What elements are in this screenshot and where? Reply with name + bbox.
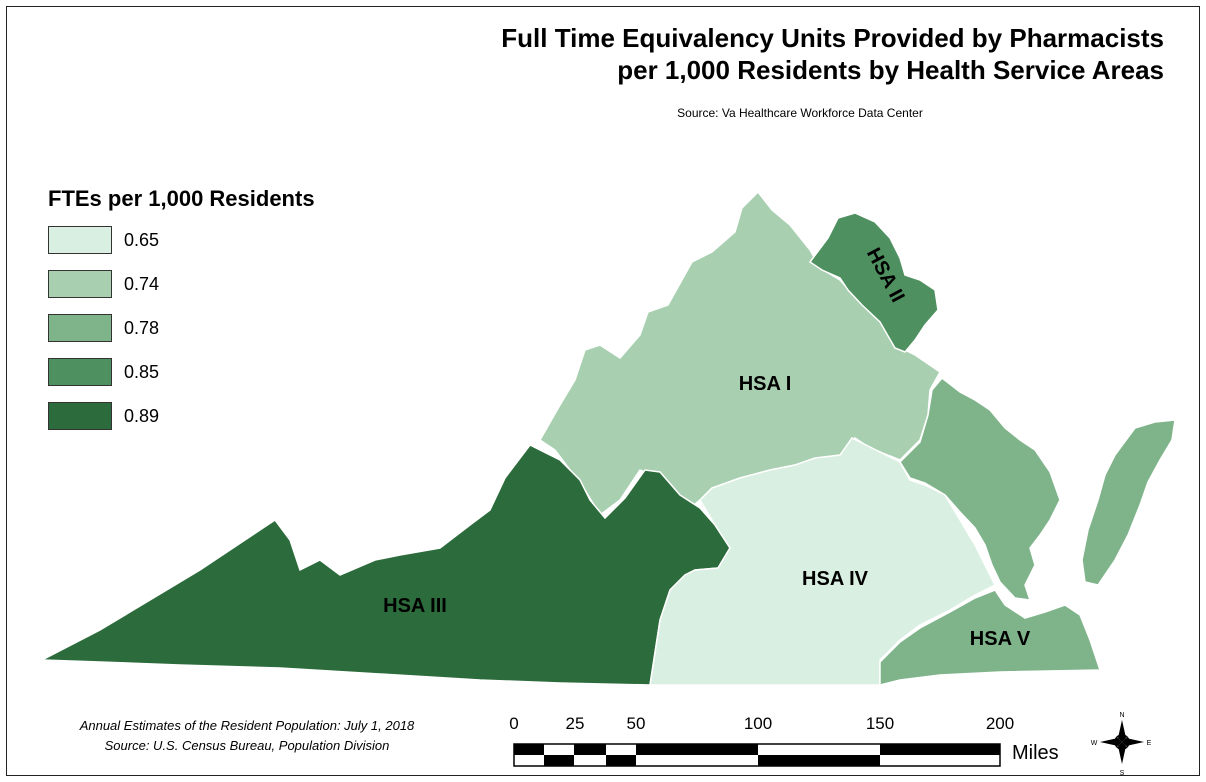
- legend-label: 0.74: [124, 274, 160, 294]
- label-hsa-v: HSA V: [970, 628, 1031, 650]
- legend-swatch: [48, 270, 112, 298]
- label-hsa-iv: HSA IV: [802, 568, 869, 590]
- footnote-line-1: Annual Estimates of the Resident Populat…: [79, 718, 415, 733]
- region-hsa-ii[interactable]: [808, 212, 939, 353]
- legend-swatch: [48, 314, 112, 342]
- legend-swatch: [48, 402, 112, 430]
- label-hsa-i: HSA I: [739, 373, 792, 395]
- population-footnote: Annual Estimates of the Resident Populat…: [12, 716, 482, 756]
- legend-label: 0.89: [124, 406, 160, 426]
- compass-icon: N S E W: [1091, 712, 1152, 777]
- footnote-line-2: Source: U.S. Census Bureau, Population D…: [104, 738, 390, 753]
- scale-bar: [513, 743, 1001, 767]
- legend-label: 0.78: [124, 318, 160, 338]
- legend-item: 0.65: [48, 226, 248, 256]
- legend-item: 0.85: [48, 358, 248, 388]
- region-hsa-v-eastern-shore[interactable]: [1081, 419, 1176, 586]
- label-hsa-iii: HSA III: [383, 595, 447, 617]
- scale-tick-label: 150: [865, 714, 895, 733]
- scale-tick-label: 200: [985, 714, 1015, 733]
- map-frame: [6, 6, 1200, 776]
- legend-label: 0.65: [124, 230, 160, 250]
- legend-item: 0.74: [48, 270, 248, 300]
- legend-label: 0.85: [124, 362, 160, 382]
- svg-text:N: N: [1119, 712, 1124, 719]
- title-line-2: per 1,000 Residents by Health Service Ar…: [617, 55, 1164, 85]
- region-hsa-iv[interactable]: [649, 437, 997, 686]
- legend-swatch: [48, 358, 112, 386]
- scale-tick-label: 100: [743, 714, 773, 733]
- svg-text:S: S: [1120, 770, 1125, 777]
- svg-text:W: W: [1091, 740, 1098, 747]
- data-source: Source: Va Healthcare Workforce Data Cen…: [677, 106, 923, 120]
- legend-swatch: [48, 226, 112, 254]
- scale-tick-label: 50: [626, 714, 646, 733]
- title-line-1: Full Time Equivalency Units Provided by …: [501, 23, 1164, 53]
- legend-title: FTEs per 1,000 Residents: [48, 186, 315, 211]
- region-hsa-v-peninsula[interactable]: [899, 376, 1061, 601]
- region-hsa-v[interactable]: [879, 589, 1102, 686]
- legend-item: 0.89: [48, 402, 248, 432]
- svg-text:E: E: [1147, 740, 1152, 747]
- map-title: Full Time Equivalency Units Provided by …: [344, 22, 1164, 86]
- scale-unit: Miles: [1012, 742, 1059, 764]
- scale-tick-label: 25: [565, 714, 585, 733]
- scale-tick-label: 0: [509, 714, 519, 733]
- legend-item: 0.78: [48, 314, 248, 344]
- region-hsa-iii[interactable]: [39, 444, 731, 686]
